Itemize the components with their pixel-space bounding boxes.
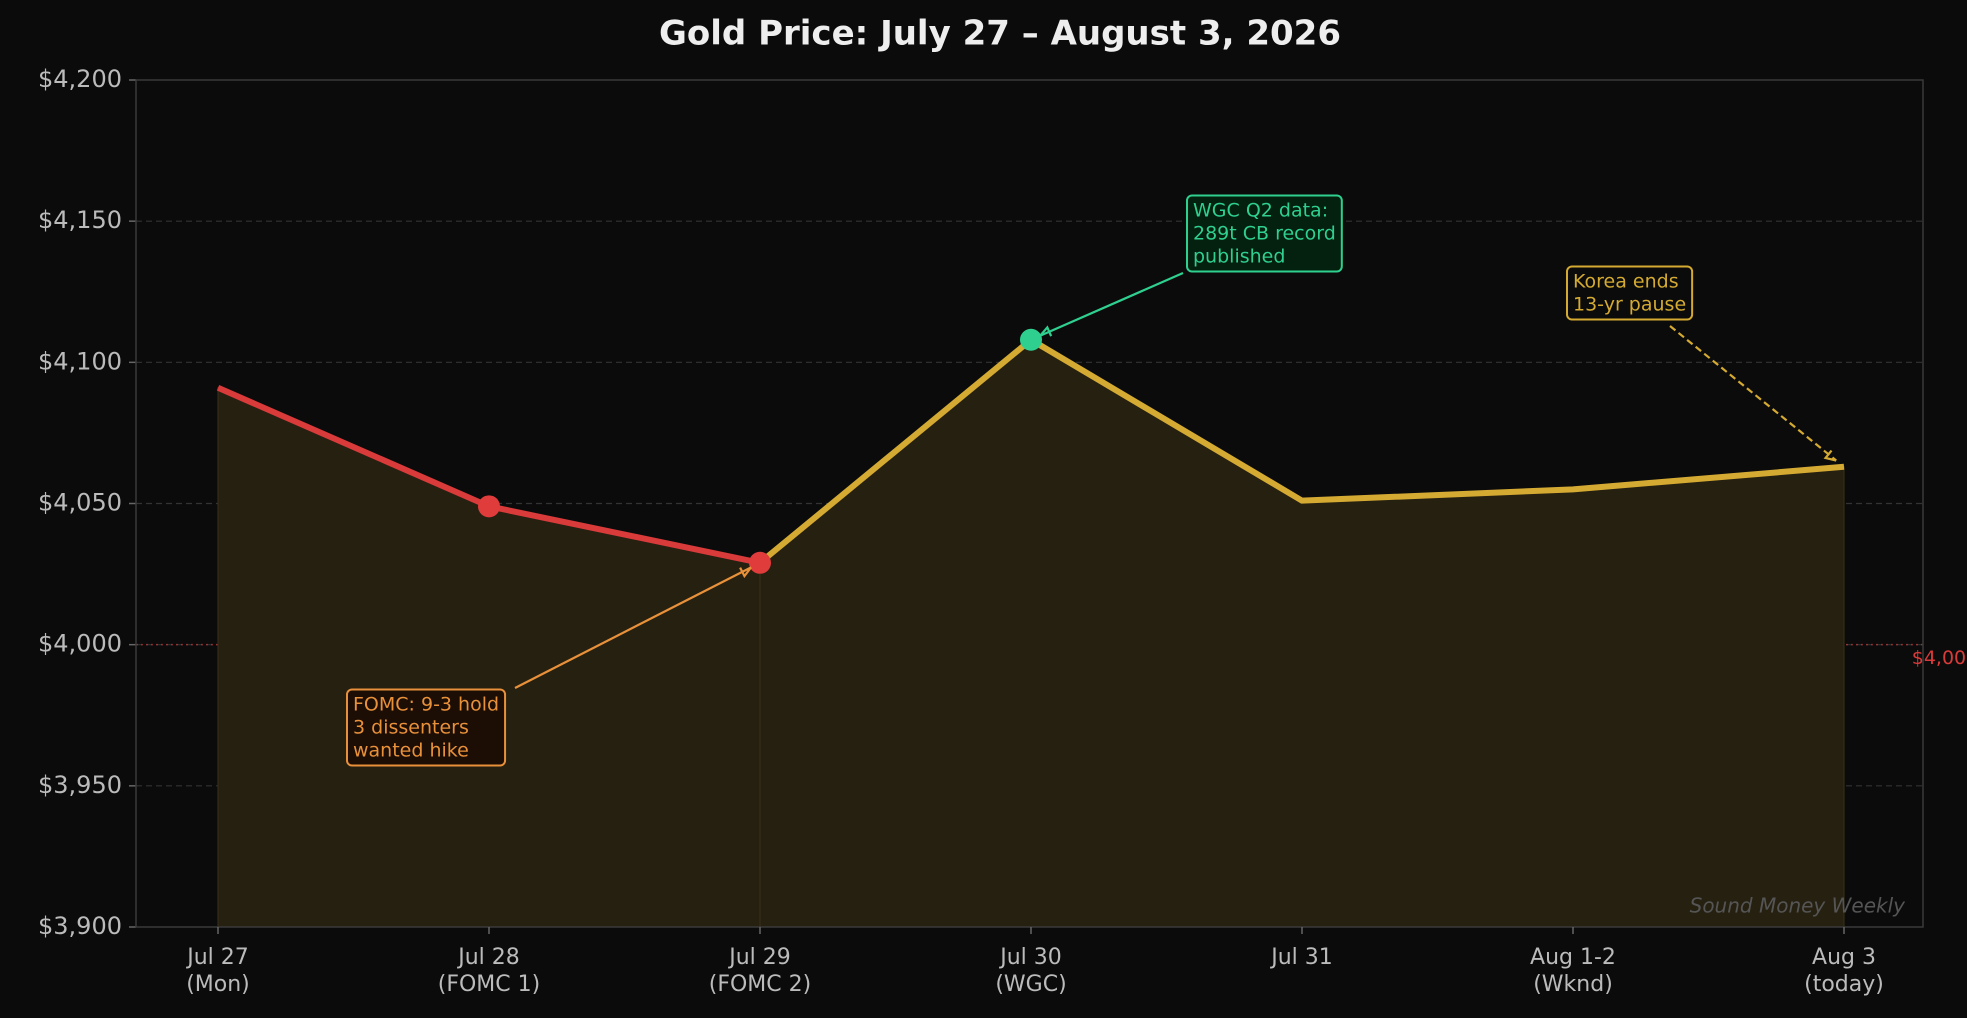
annotation-arrow	[1669, 325, 1837, 462]
annotation-text: FOMC: 9-3 hold	[353, 694, 499, 716]
x-tick-note: (Mon)	[186, 972, 250, 997]
annotation-text: Korea ends	[1573, 271, 1679, 293]
x-tick-note: (WGC)	[995, 972, 1066, 997]
y-tick-label: $4,000	[38, 630, 122, 658]
annotation-text: WGC Q2 data:	[1193, 200, 1328, 222]
y-tick-label: $3,900	[38, 912, 122, 940]
annotation-arrow	[514, 566, 752, 689]
plot-frame	[135, 79, 1924, 928]
marker	[478, 495, 500, 518]
x-tick-label: Jul 29	[727, 945, 791, 970]
annotation-text: 3 dissenters	[353, 717, 469, 739]
y-tick-label: $3,950	[38, 771, 122, 799]
annotation-text: 289t CB record	[1193, 223, 1336, 245]
annotation-box	[1186, 194, 1343, 273]
reference-label: $4,000	[1912, 647, 1967, 669]
chart-title: Gold Price: July 27 – August 3, 2026	[659, 14, 1341, 54]
x-tick-note: (FOMC 1)	[438, 972, 540, 997]
annotation-text: published	[1193, 246, 1285, 268]
x-tick-note: (FOMC 2)	[709, 972, 811, 997]
annotation-arrowhead	[739, 566, 752, 579]
x-tick-label: Jul 28	[456, 945, 520, 970]
y-tick-label: $4,150	[38, 206, 122, 234]
annotation-box	[346, 688, 507, 767]
annotation-text: wanted hike	[353, 740, 469, 762]
x-tick-label: Jul 31	[1269, 945, 1333, 970]
watermark: Sound Money Weekly	[1690, 894, 1907, 918]
x-tick-label: Aug 3	[1812, 945, 1876, 970]
annotation-arrowhead	[1823, 449, 1837, 462]
marker	[749, 551, 771, 574]
annotation-box	[1566, 265, 1694, 321]
annotation-arrow	[1039, 271, 1184, 337]
y-tick-label: $4,100	[38, 347, 122, 375]
x-tick-note: (Wknd)	[1533, 972, 1613, 997]
y-tick-label: $4,050	[38, 489, 122, 517]
y-tick-label: $4,200	[38, 65, 122, 93]
x-tick-note: (today)	[1804, 972, 1884, 997]
line	[758, 336, 1845, 566]
x-tick-label: Jul 30	[998, 945, 1062, 970]
annotation-text: 13-yr pause	[1573, 294, 1686, 316]
annotation-arrowhead	[1039, 325, 1053, 337]
x-tick-label: Jul 27	[185, 945, 249, 970]
marker	[1020, 328, 1042, 351]
x-tick-label: Aug 1-2	[1530, 945, 1616, 970]
